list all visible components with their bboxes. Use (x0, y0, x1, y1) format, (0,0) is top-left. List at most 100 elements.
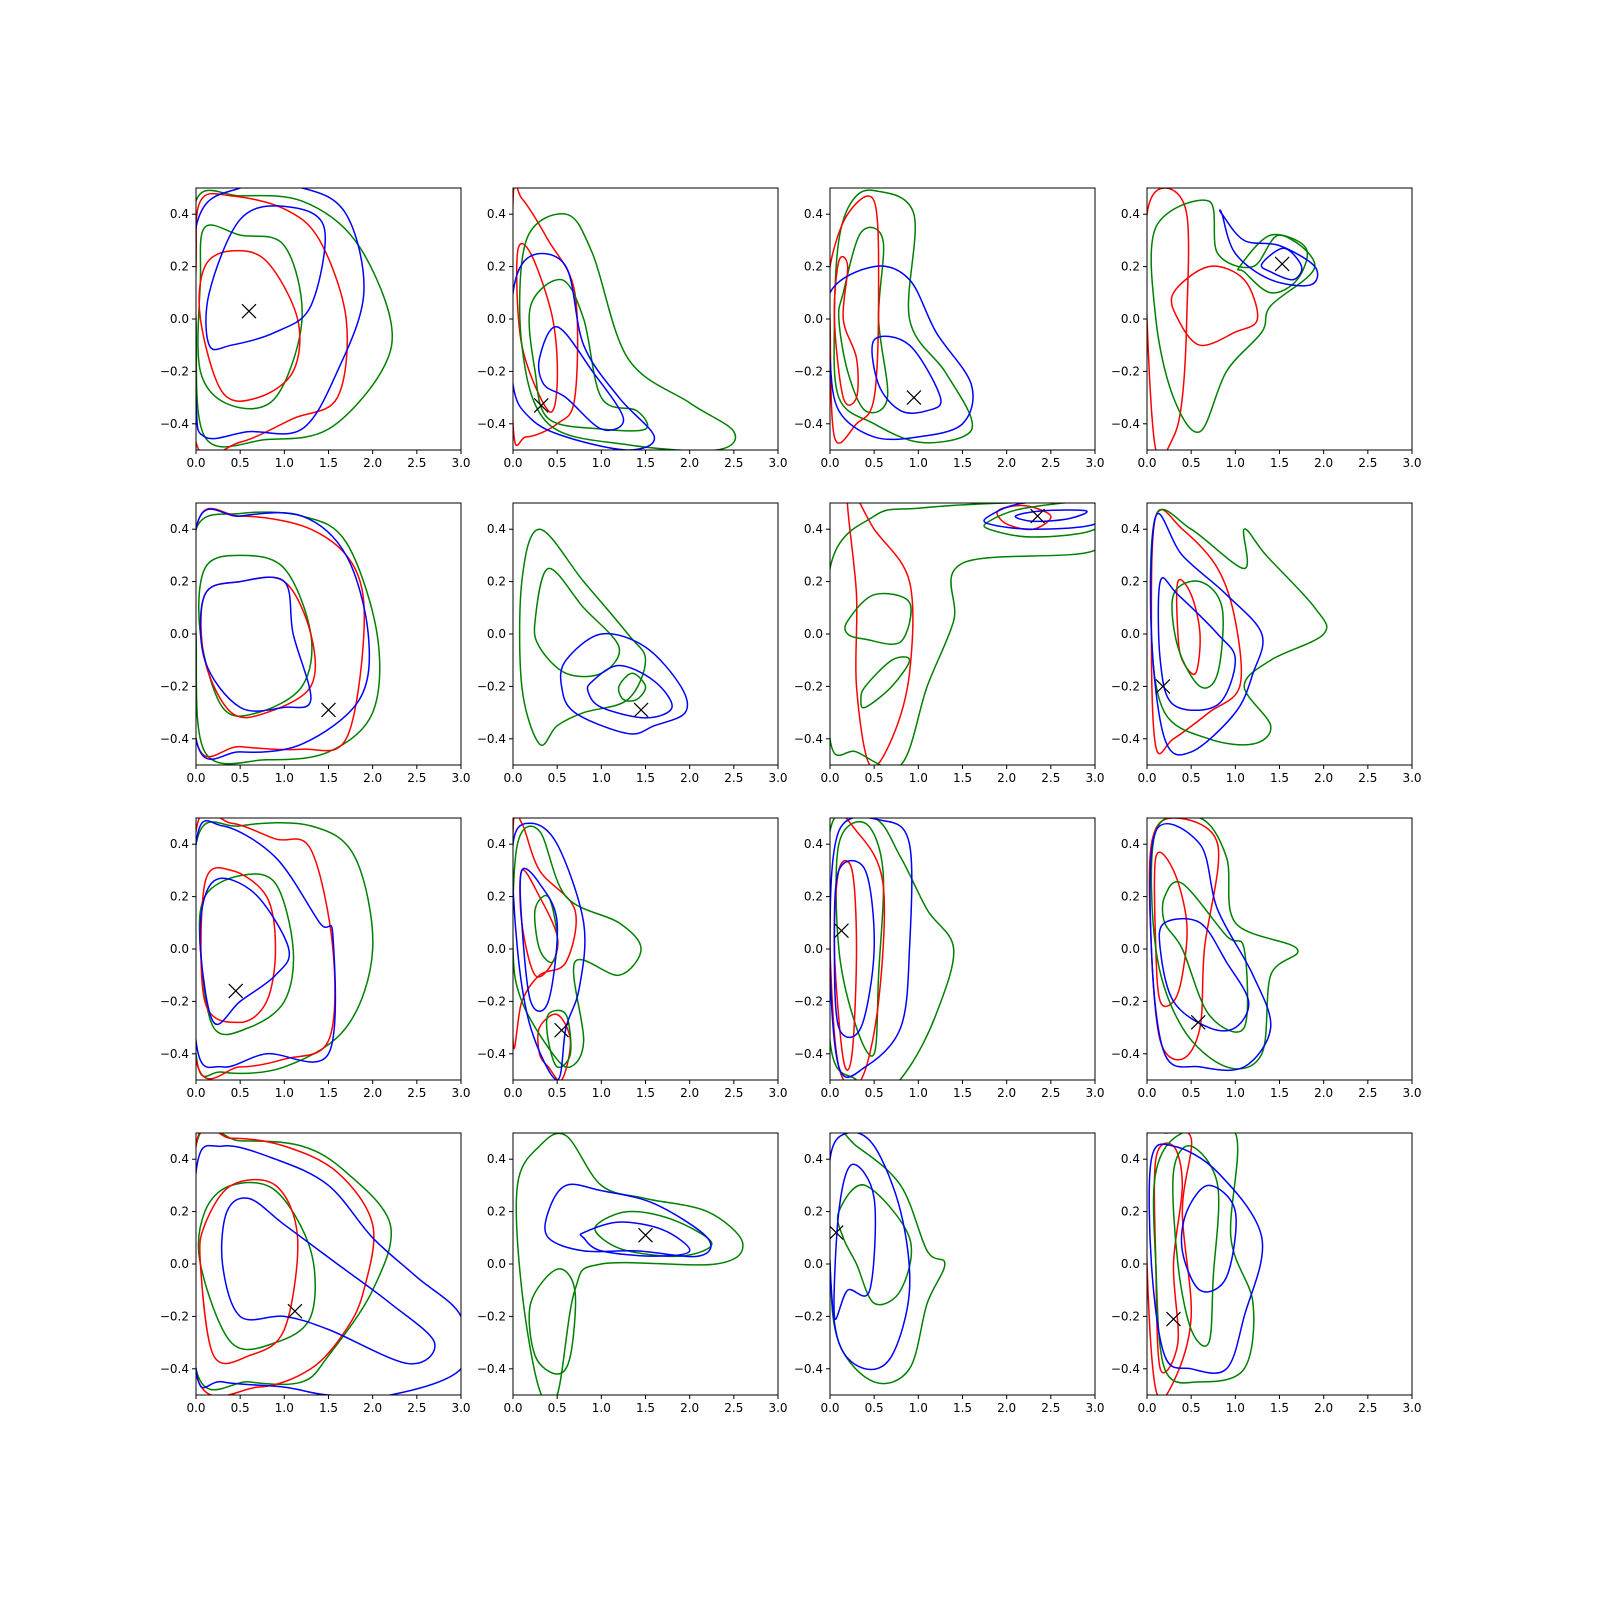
x-tick-label: 3.0 (1085, 1401, 1104, 1415)
y-tick-label: −0.2 (160, 679, 189, 693)
x-tick-label: 3.0 (1085, 771, 1104, 785)
x-tick-label: 0.0 (820, 771, 839, 785)
y-tick-label: 0.0 (487, 312, 506, 326)
x-tick-label: 3.0 (451, 456, 470, 470)
contour-line (559, 632, 689, 735)
y-tick-label: 0.0 (1121, 1257, 1140, 1271)
subplot: 0.0 0.5 1.0 1.5 2.0 2.5 3.0 −0.4 −0.2 0.0 0.2 0.4 (160, 187, 471, 470)
x-tick-label: 2.0 (363, 771, 382, 785)
x-tick-label: 0.0 (503, 1401, 522, 1415)
x-tick-label: 0.0 (820, 1401, 839, 1415)
plot-area (196, 188, 461, 450)
contour-line (1150, 199, 1316, 433)
x-tick-label: 2.5 (1358, 1401, 1377, 1415)
y-tick-label: 0.4 (487, 1152, 506, 1166)
x-tick-label: 3.0 (768, 456, 787, 470)
y-tick-label: −0.4 (160, 732, 189, 746)
y-tick-label: −0.4 (160, 1047, 189, 1061)
plot-content (1148, 818, 1299, 1072)
y-tick-label: 0.0 (804, 1257, 823, 1271)
contour-line (196, 192, 348, 450)
x-tick-label: 0.0 (186, 1086, 205, 1100)
y-tick-label: −0.4 (794, 1047, 823, 1061)
x-tick-label: 3.0 (1085, 456, 1104, 470)
x-tick-label: 1.0 (275, 1401, 294, 1415)
plot-area (513, 1133, 778, 1395)
x-tick-label: 1.0 (909, 1401, 928, 1415)
x-tick-label: 2.5 (724, 1401, 743, 1415)
x-tick-label: 3.0 (1085, 1086, 1104, 1100)
x-tick-label: 1.0 (592, 1401, 611, 1415)
y-tick-label: 0.4 (804, 522, 823, 536)
x-tick-label: 0.0 (1137, 771, 1156, 785)
contour-line (1170, 265, 1259, 347)
y-tick-label: 0.4 (170, 522, 189, 536)
x-tick-label: 1.0 (1226, 1086, 1245, 1100)
x-tick-label: 2.5 (1041, 456, 1060, 470)
x-tick-label: 1.0 (909, 771, 928, 785)
y-tick-label: −0.2 (794, 1309, 823, 1323)
y-tick-label: −0.4 (1111, 417, 1140, 431)
plot-area (513, 503, 778, 765)
contour-line (1260, 247, 1303, 281)
contour-line (200, 867, 277, 1024)
marker (1030, 508, 1046, 524)
x-tick-label: 0.5 (231, 456, 250, 470)
contour-line (205, 205, 326, 351)
x-tick-label: 0.5 (1182, 771, 1201, 785)
x-tick-label: 2.5 (407, 456, 426, 470)
y-tick-label: 0.0 (170, 627, 189, 641)
contour-line (513, 252, 656, 450)
x-tick-label: 0.0 (186, 771, 205, 785)
x-tick-label: 2.5 (407, 771, 426, 785)
y-tick-label: 0.2 (804, 575, 823, 589)
x-tick-label: 2.0 (1314, 456, 1333, 470)
contour-line (544, 1183, 712, 1258)
contour-line (579, 1221, 691, 1257)
x-tick-label: 1.0 (592, 456, 611, 470)
x-tick-label: 0.0 (503, 771, 522, 785)
x-tick-label: 1.0 (1226, 771, 1245, 785)
x-tick-label: 2.0 (680, 456, 699, 470)
y-tick-label: −0.4 (477, 732, 506, 746)
y-tick-label: 0.2 (487, 575, 506, 589)
x-tick-label: 0.0 (820, 1086, 839, 1100)
y-tick-label: −0.2 (477, 1309, 506, 1323)
y-tick-label: 0.2 (804, 1205, 823, 1219)
y-tick-label: −0.2 (477, 994, 506, 1008)
contour-line (837, 226, 889, 414)
x-tick-label: 2.0 (680, 771, 699, 785)
contour-line (513, 818, 577, 1050)
plot-area (830, 188, 1095, 450)
y-tick-label: 0.0 (804, 627, 823, 641)
contour-line (1180, 1184, 1237, 1293)
x-tick-label: 3.0 (1402, 771, 1421, 785)
y-tick-label: 0.4 (1121, 522, 1140, 536)
y-tick-label: −0.4 (794, 417, 823, 431)
subplot: 0.0 0.5 1.0 1.5 2.0 2.5 3.0 −0.4 −0.2 0.0 0.2 0.4 (794, 502, 1105, 785)
y-tick-label: 0.2 (170, 575, 189, 589)
x-tick-label: 0.5 (865, 771, 884, 785)
contour-line (196, 188, 365, 440)
x-tick-label: 3.0 (1402, 1401, 1421, 1415)
contour-line (836, 1184, 913, 1306)
y-tick-label: 0.2 (487, 890, 506, 904)
contour-line (528, 1268, 577, 1375)
plot-area (1147, 188, 1412, 450)
y-tick-label: 0.0 (487, 627, 506, 641)
contour-line (833, 859, 876, 1039)
x-tick-label: 0.5 (865, 1086, 884, 1100)
plot-content (196, 1133, 461, 1395)
subplot: 0.0 0.5 1.0 1.5 2.0 2.5 3.0 −0.4 −0.2 0.0 0.2 0.4 (794, 1132, 1105, 1415)
contour-line (196, 1133, 392, 1391)
contour-line (1237, 233, 1309, 294)
y-tick-label: 0.0 (170, 312, 189, 326)
x-tick-label: 1.5 (953, 771, 972, 785)
x-tick-label: 0.0 (503, 1086, 522, 1100)
contour-line (1171, 580, 1224, 689)
contour-line (860, 656, 911, 709)
marker (533, 398, 549, 413)
plot-area (830, 503, 1095, 765)
contour-line (1149, 508, 1328, 746)
marker (830, 1225, 844, 1240)
